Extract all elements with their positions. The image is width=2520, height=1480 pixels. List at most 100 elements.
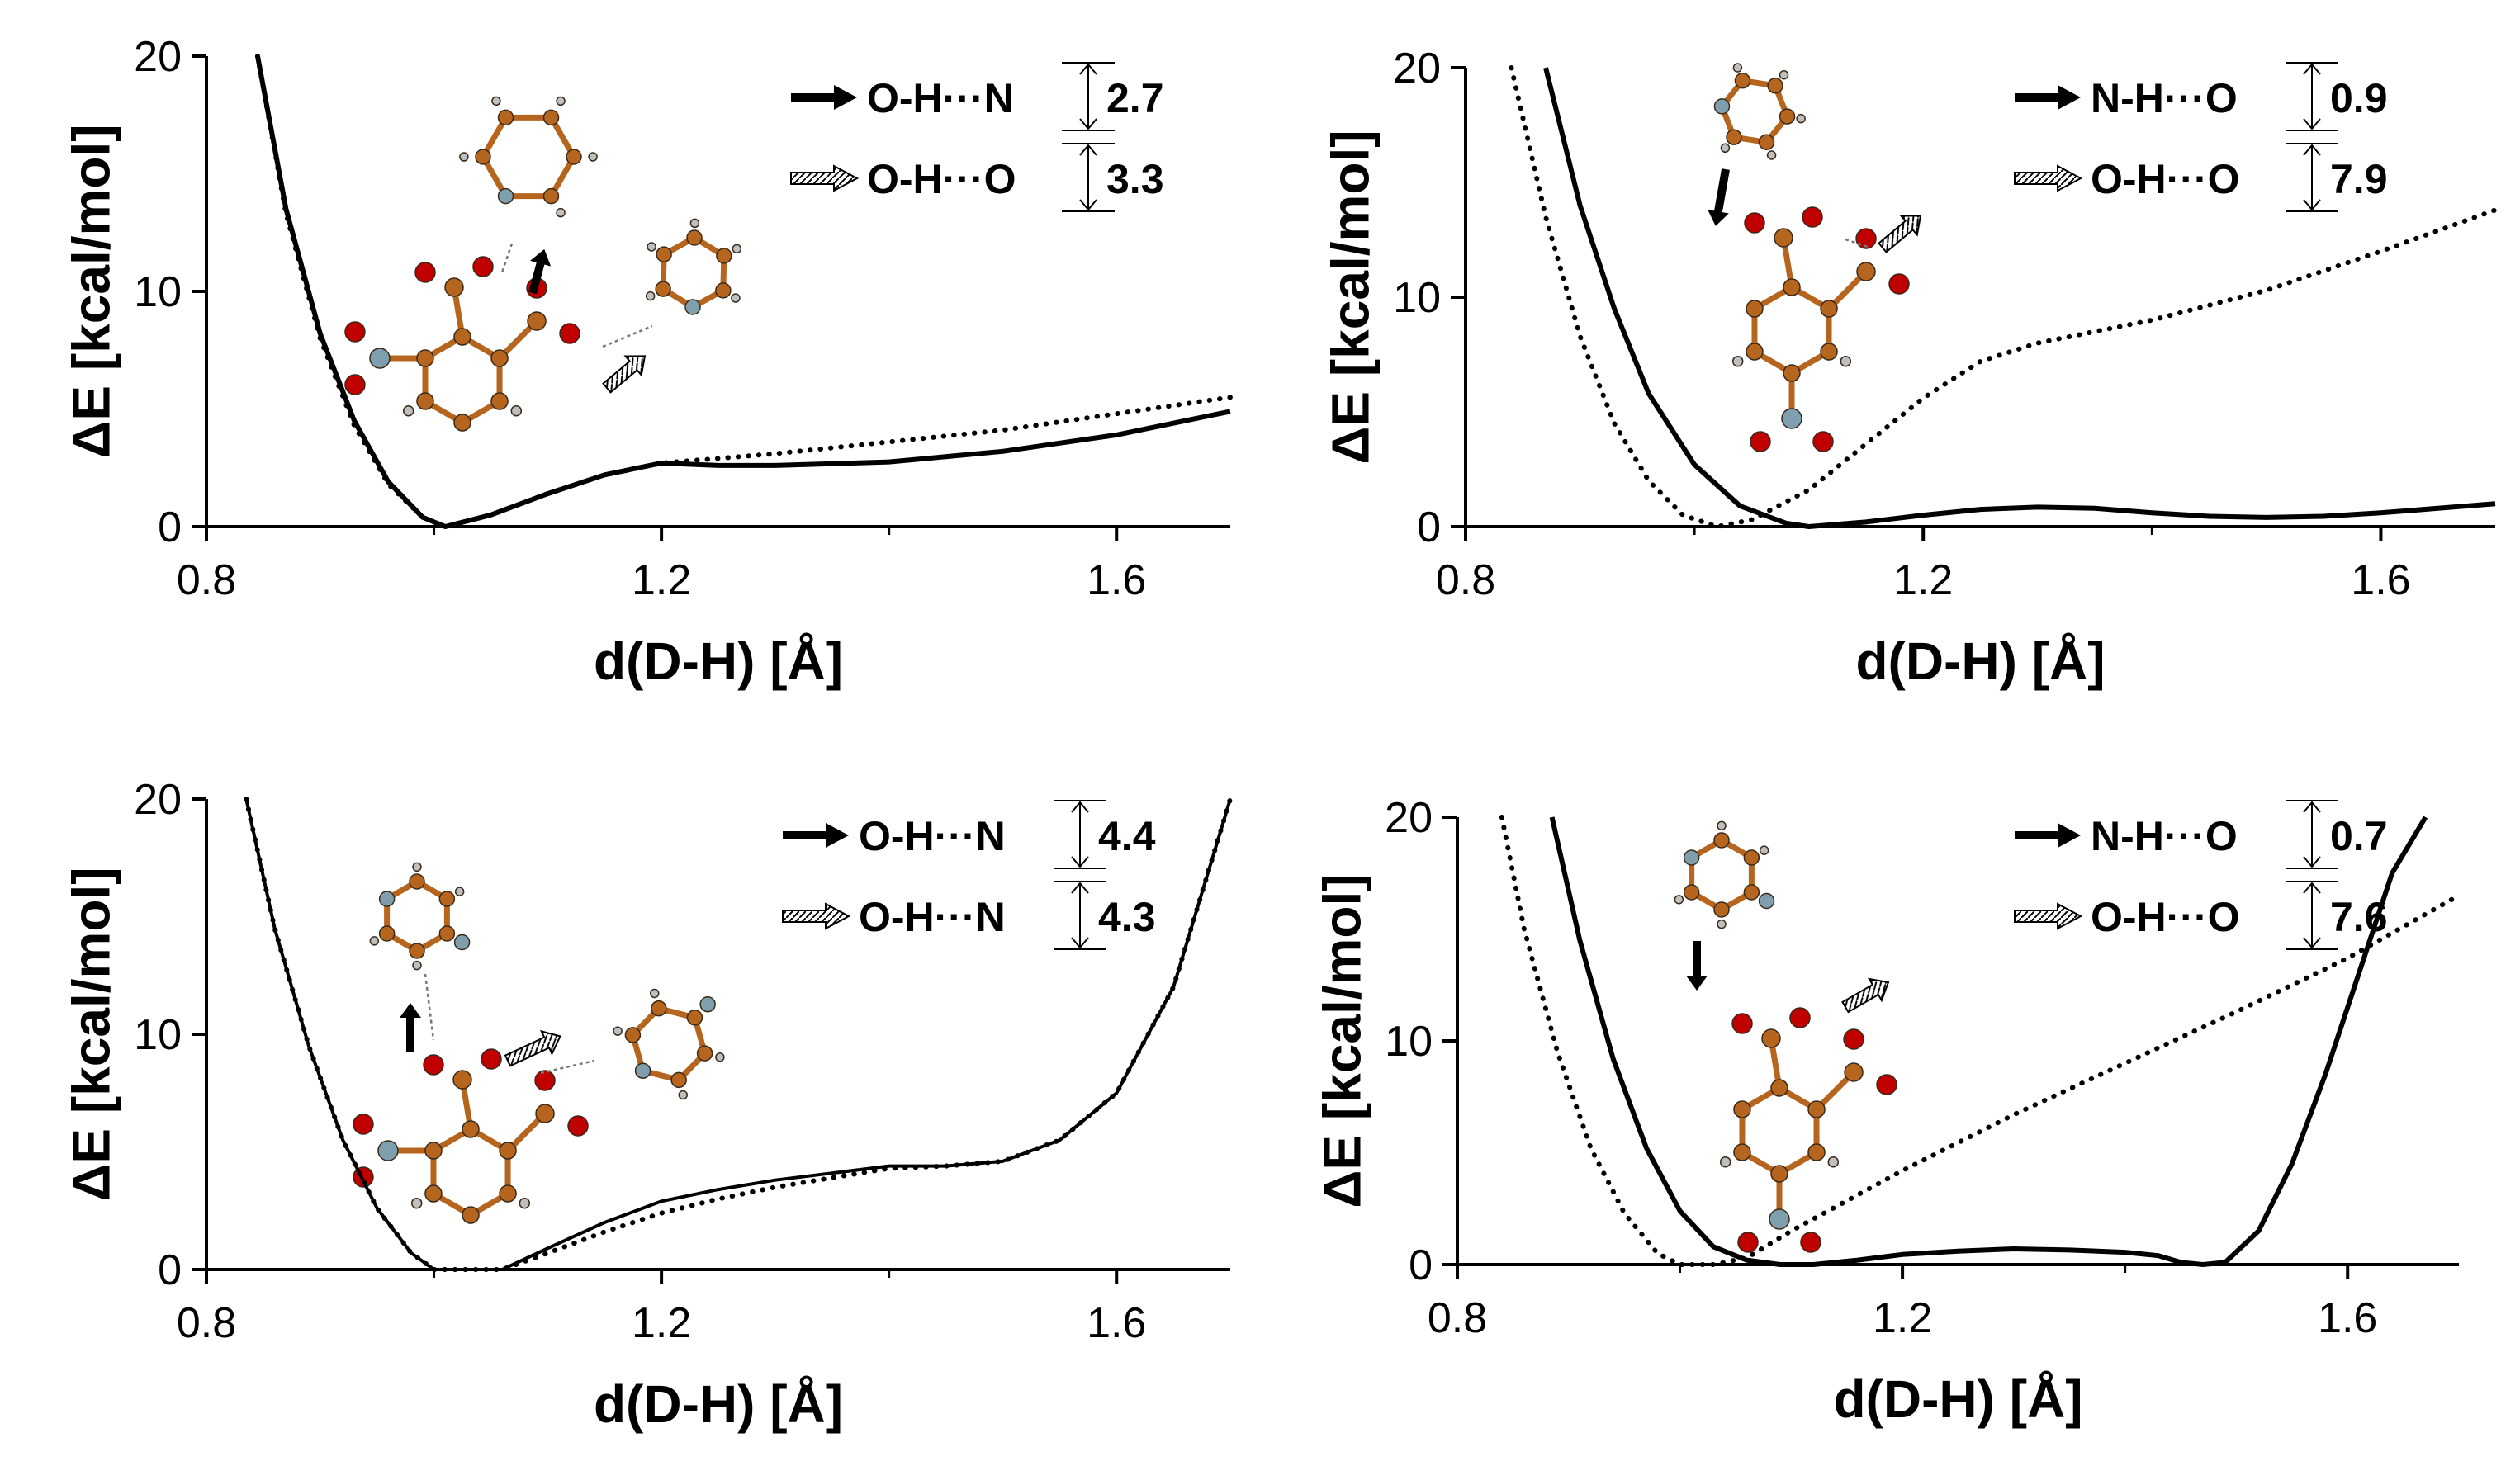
carbon-atom (1856, 262, 1876, 281)
carbon-atom (1770, 1079, 1788, 1097)
carbon-atom (535, 1104, 555, 1123)
tick-labels: 20 10 0 0.8 1.2 1.6 (1385, 794, 2377, 1342)
oxygen-atom (344, 321, 366, 343)
x-tick-label: 0.8 (177, 1299, 236, 1347)
nitrogen-atom (1769, 1208, 1790, 1230)
hydrogen-atom (731, 293, 741, 303)
carbon-atom (696, 1045, 713, 1062)
legend: O-H···N O-H···O 2.7 3.3 (790, 62, 1164, 212)
y-tick-label: 10 (134, 268, 182, 316)
x-tick-label: 1.2 (632, 556, 691, 604)
hydrogen-atom (588, 152, 598, 162)
solid-arrow-icon (528, 248, 552, 295)
x-tick-label: 1.2 (1873, 1294, 1932, 1342)
x-tick-label: 0.8 (177, 556, 236, 604)
series-line-solid (255, 55, 1231, 529)
oxygen-atom (1812, 431, 1834, 452)
hydrogen-bond (424, 973, 435, 1041)
solid-arrow-icon (1686, 941, 1708, 991)
carbon-atom (1807, 1100, 1826, 1118)
nitrogen-atom (1758, 892, 1775, 910)
carbon-atom (499, 1184, 517, 1203)
hydrogen-atom (732, 244, 742, 254)
series-line-dotted (1509, 65, 2498, 529)
hydrogen-bond (500, 243, 514, 273)
hydrogen-atom (1840, 355, 1852, 367)
oxygen-atom (1843, 1028, 1864, 1050)
hydrogen-atom (1827, 1156, 1840, 1168)
solid-arrow-icon (2015, 823, 2081, 848)
panel-top-left: 20 10 0 0.8 1.2 1.6 d(D-H) [Å] ΔE [kcal/… (61, 33, 1233, 691)
y-tick-label: 20 (1385, 794, 1433, 842)
y-tick-label: 20 (1393, 45, 1441, 92)
nitrogen-atom (634, 1062, 651, 1079)
solid-arrow-icon (791, 85, 857, 110)
y-tick-label: 0 (158, 504, 182, 551)
carbon-atom (1733, 1100, 1751, 1118)
barrier-value: 4.3 (1098, 894, 1156, 940)
oxygen-atom (1789, 1007, 1811, 1028)
carbon-atom (716, 248, 732, 264)
oxygen-atom (344, 374, 366, 395)
carbon-atom (409, 873, 425, 890)
barrier-value: 0.7 (2330, 813, 2388, 859)
series-line-dotted (244, 797, 1233, 1272)
x-tick-label: 1.6 (1087, 1299, 1146, 1347)
barrier-value: 7.6 (2330, 894, 2388, 940)
legend-label: N-H···O (2091, 813, 2238, 859)
carbon-atom (490, 349, 509, 367)
carbon-atom (1761, 1028, 1781, 1048)
hatched-arrow-icon (1841, 977, 1890, 1014)
carbon-atom (1743, 849, 1760, 866)
nitrogen-atom (684, 299, 701, 315)
oxygen-atom (472, 256, 494, 277)
curves (1499, 815, 2461, 1267)
carbon-atom (1779, 108, 1796, 125)
carbon-atom (1758, 134, 1775, 151)
nitrogen-atom (1781, 408, 1802, 429)
oxygen-atom (353, 1114, 374, 1135)
y-axis-title: ΔE [kcal/mol] (1320, 130, 1380, 464)
oxygen-atom (567, 1115, 589, 1137)
nitrogen-atom (699, 995, 716, 1013)
hydrogen-atom (412, 862, 422, 872)
x-axis-title: d(D-H) [Å] (1855, 631, 2105, 691)
carbon-atom (462, 1206, 480, 1224)
carbon-atom (655, 281, 671, 297)
carbon-atom (542, 187, 560, 205)
x-axis-title: d(D-H) [Å] (594, 1374, 843, 1434)
carbon-atom (1746, 343, 1764, 361)
y-axis-title: ΔE [kcal/mol] (61, 867, 121, 1201)
oxygen-atom (1731, 1013, 1753, 1034)
hydrogen-atom (491, 96, 501, 106)
carbon-atom (438, 891, 456, 907)
carbon-atom (1683, 884, 1700, 901)
series-line-solid (1543, 67, 2496, 529)
oxygen-atom (1737, 1232, 1759, 1253)
axes (192, 797, 1230, 1284)
panel-bottom-right: 20 10 0 0.8 1.2 1.6 d(D-H) [Å] ΔE [kcal/… (1312, 794, 2461, 1429)
carbon-atom (1783, 364, 1801, 382)
carbon-atom (1844, 1062, 1864, 1082)
carbon-atom (424, 1184, 443, 1203)
hydrogen-atom (510, 404, 523, 417)
hydrogen-atom (689, 218, 700, 229)
nitrogen-atom (497, 187, 514, 205)
x-tick-label: 1.6 (2318, 1294, 2377, 1342)
oxygen-atom (1802, 206, 1823, 228)
hydrogen-atom (1674, 895, 1684, 905)
hydrogen-atom (1717, 820, 1727, 831)
x-tick-label: 0.8 (1436, 556, 1495, 604)
legend-label: O-H···O (2091, 894, 2240, 940)
oxygen-atom (1855, 228, 1877, 249)
carbon-atom (686, 229, 703, 246)
barrier-value: 4.4 (1098, 813, 1156, 859)
barrier-value: 2.7 (1106, 75, 1164, 121)
carbon-atom (1734, 72, 1751, 89)
carbon-atom (452, 1070, 472, 1090)
hatched-arrow-icon (2014, 164, 2083, 192)
molecule-drawings (353, 862, 725, 1224)
carbon-atom (566, 149, 582, 165)
solid-arrow-icon (1708, 168, 1730, 226)
